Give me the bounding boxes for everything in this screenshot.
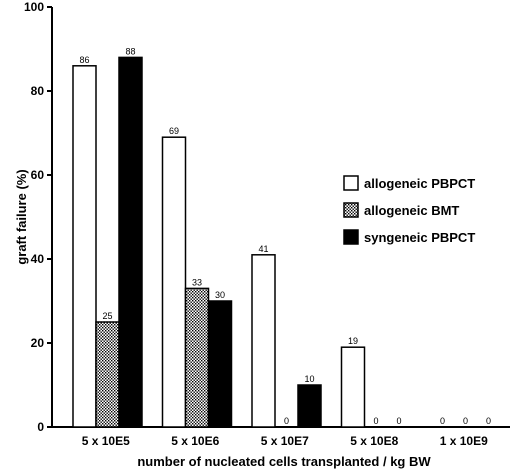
data-label: 19 xyxy=(348,336,358,346)
bar-empty-1 xyxy=(161,136,187,428)
legend-label: allogeneic PBPCT xyxy=(364,176,475,191)
bar-empty-0 xyxy=(72,65,97,428)
bar-solid-2 xyxy=(297,384,322,428)
data-label: 0 xyxy=(396,416,401,426)
data-label: 30 xyxy=(215,290,225,300)
y-tick-label: 100 xyxy=(24,0,44,14)
bar-solid-1 xyxy=(207,300,233,428)
legend-swatch-solid xyxy=(343,229,359,245)
data-label: 0 xyxy=(373,416,378,426)
y-axis-title: graft failure (%) xyxy=(14,169,29,264)
x-tick-label: 1 x 10E9 xyxy=(440,434,488,448)
data-label: 88 xyxy=(125,46,135,56)
data-label: 0 xyxy=(440,416,445,426)
data-label: 86 xyxy=(79,55,89,65)
bar-dotted-1 xyxy=(184,287,210,428)
data-label: 69 xyxy=(169,126,179,136)
bar-empty-2 xyxy=(251,254,276,428)
bar-dotted-0 xyxy=(95,321,120,428)
data-label: 41 xyxy=(258,244,268,254)
data-label: 0 xyxy=(284,416,289,426)
x-tick-label: 5 x 10E8 xyxy=(350,434,398,448)
data-label: 0 xyxy=(463,416,468,426)
data-label: 33 xyxy=(192,277,202,287)
legend-swatch-dotted xyxy=(343,202,359,218)
data-label: 25 xyxy=(102,311,112,321)
legend-swatch-empty xyxy=(343,175,359,191)
y-tick-label: 40 xyxy=(31,252,45,266)
y-tick-label: 80 xyxy=(31,84,45,98)
data-label: 10 xyxy=(304,374,314,384)
bars xyxy=(72,56,366,428)
legend-label: allogeneic BMT xyxy=(364,203,459,218)
legend-label: syngeneic PBPCT xyxy=(364,230,475,245)
y-tick-label: 0 xyxy=(37,420,44,434)
bar-empty-3 xyxy=(340,346,366,428)
x-tick-label: 5 x 10E5 xyxy=(82,434,130,448)
y-tick-label: 20 xyxy=(31,336,45,350)
legend: allogeneic PBPCT allogeneic BMT syngeneic … xyxy=(343,175,475,245)
x-tick-label: 5 x 10E6 xyxy=(171,434,219,448)
x-tick-label: 5 x 10E7 xyxy=(261,434,309,448)
data-labels: 86 69 41 19 0 25 33 0 0 0 88 30 10 0 0 xyxy=(79,46,491,426)
y-tick-label: 60 xyxy=(31,168,45,182)
x-axis-title: number of nucleated cells transplanted /… xyxy=(137,454,431,469)
bar-solid-0 xyxy=(118,56,143,428)
data-label: 0 xyxy=(486,416,491,426)
